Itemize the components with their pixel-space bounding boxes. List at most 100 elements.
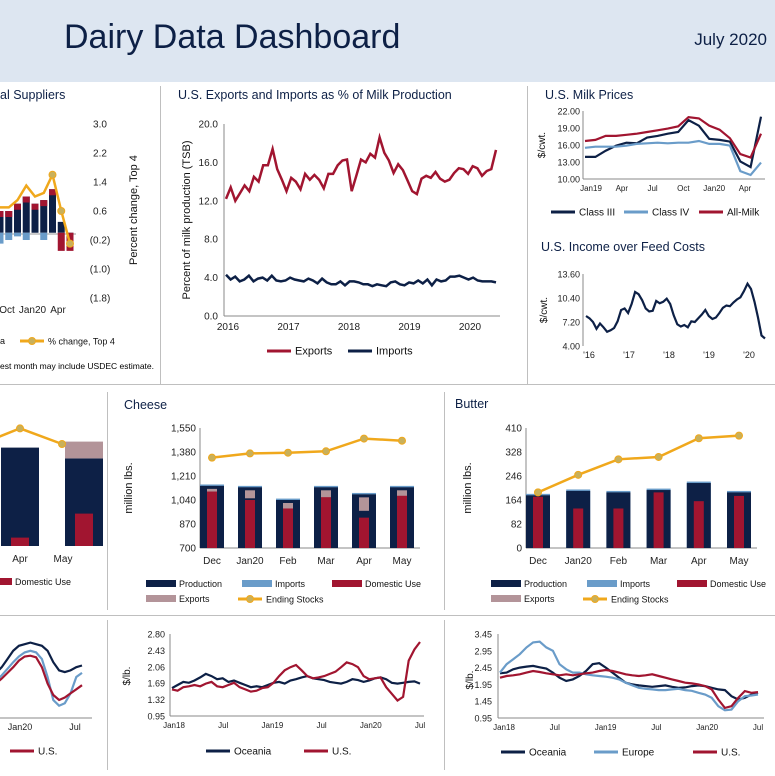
bar xyxy=(14,232,21,237)
x-tick-label: Apr xyxy=(12,554,28,565)
stocks-line xyxy=(0,427,63,446)
y-axis-label: Percent of milk production (TSB) xyxy=(181,141,193,300)
series-line xyxy=(0,170,72,244)
legend-label: Class IV xyxy=(652,208,690,219)
series-line xyxy=(584,139,762,177)
x-tick-label: Jan20 xyxy=(236,556,264,567)
y-tick-label: 7.20 xyxy=(562,318,580,328)
divider xyxy=(0,615,775,616)
y-tick-label: 164 xyxy=(505,496,522,507)
x-tick-label: Dec xyxy=(203,556,221,567)
y-tick-label: 700 xyxy=(179,544,196,555)
y-tick-label: 10.40 xyxy=(557,294,580,304)
y-axis-label: Percent change, Top 4 xyxy=(128,155,140,265)
x-tick-label: '20 xyxy=(743,350,755,360)
x-tick-label: Jan20 xyxy=(565,556,593,567)
x-tick-label: Apr xyxy=(739,184,752,193)
x-tick-label: Jul xyxy=(316,721,326,730)
data-point xyxy=(614,455,623,464)
y-tick-label: 1.69 xyxy=(147,679,165,689)
bar xyxy=(22,196,30,203)
y-tick-label: 0 xyxy=(516,544,522,555)
legend-swatch xyxy=(491,595,521,602)
legend-label: Imports xyxy=(620,579,651,589)
y-tick-label: 10.00 xyxy=(557,175,580,185)
x-tick-label: May xyxy=(393,556,412,567)
milk-prices-chart-title: U.S. Milk Prices xyxy=(545,88,634,102)
y-axis-label: $/cwt. xyxy=(537,132,548,158)
legend-label: Exports xyxy=(179,594,210,604)
y-tick-label: 2.95 xyxy=(474,646,492,656)
data-point xyxy=(398,436,406,445)
legend-swatch xyxy=(242,580,272,587)
cheese-chart: 1,550 1,380 1,210 1,040 870 700 million lbs. De… xyxy=(123,424,421,605)
y-tick-label: 20.0 xyxy=(199,120,219,131)
data-point xyxy=(322,447,330,456)
legend-marker xyxy=(246,595,254,603)
exports-bar xyxy=(283,503,293,511)
y-axis-label: million lbs. xyxy=(123,462,135,513)
x-tick-label: Jul xyxy=(651,723,661,732)
series-line xyxy=(584,116,763,159)
legend-swatch xyxy=(677,580,707,587)
domestic-use-bar xyxy=(653,492,664,548)
y-tick-label: 0.95 xyxy=(147,712,165,722)
y-tick-label: 2.06 xyxy=(147,662,165,672)
series-line xyxy=(499,668,759,710)
data-point xyxy=(58,440,66,448)
y-tick-label: 3.0 xyxy=(93,120,107,131)
bar xyxy=(11,537,29,546)
x-tick-label: '17 xyxy=(623,350,635,360)
butter-chart-title: Butter xyxy=(455,397,489,411)
x-tick-label: Jan20 xyxy=(8,722,33,732)
y-tick-label: 1.32 xyxy=(147,695,165,705)
legend-label: Ending Stocks xyxy=(266,595,324,605)
domestic-use-bar xyxy=(533,496,543,548)
dashboard-header: Dairy Data Dashboard July 2020 xyxy=(0,0,775,82)
legend-swatch xyxy=(0,578,12,585)
y-tick-label: 4.0 xyxy=(204,273,218,284)
exports-bar xyxy=(359,497,369,511)
data-point xyxy=(534,488,542,497)
y-tick-label: 2.45 xyxy=(474,663,492,673)
domestic-use-bar xyxy=(573,508,584,548)
legend-swatch xyxy=(491,580,521,587)
exports-bar xyxy=(397,490,407,499)
y-tick-label: (1.8) xyxy=(90,294,111,305)
x-tick-label: Apr xyxy=(356,556,372,567)
data-point xyxy=(246,449,254,458)
data-point xyxy=(360,434,368,443)
divider xyxy=(444,620,445,770)
x-tick-label: Dec xyxy=(529,556,547,567)
bar xyxy=(14,203,21,233)
domestic-use-bar xyxy=(734,495,744,548)
y-tick-label: 870 xyxy=(179,520,196,531)
legend-label: Production xyxy=(179,579,222,589)
bar xyxy=(40,200,48,233)
y-tick-label: 2.80 xyxy=(147,630,165,640)
legend-label: Oceania xyxy=(234,747,272,758)
legend-label: Domestic Use xyxy=(15,577,71,587)
butter-chart: 410 328 246 164 82 0 million lbs. Dec Jan20 Feb Ma… xyxy=(462,424,766,605)
x-tick-label: '18 xyxy=(663,350,675,360)
ending-stocks-line xyxy=(211,437,403,459)
bar xyxy=(49,189,56,196)
y-tick-label: 1.4 xyxy=(93,178,107,189)
divider xyxy=(444,392,445,610)
y-tick-label: 246 xyxy=(505,472,522,483)
x-tick-label: Jul xyxy=(218,721,228,730)
legend-label: U.S. xyxy=(38,747,57,758)
x-tick-label: Jan20 xyxy=(703,184,725,193)
legend-label: Imports xyxy=(376,346,413,358)
bar xyxy=(31,203,39,233)
data-point xyxy=(574,470,583,479)
y-tick-label: 19.00 xyxy=(557,124,580,134)
data-point xyxy=(694,434,703,443)
domestic-use-bar xyxy=(321,497,331,548)
ending-stocks-line xyxy=(537,434,740,494)
bar xyxy=(49,189,56,233)
x-tick-label: Jan20 xyxy=(360,721,382,730)
legend-swatch xyxy=(146,580,176,587)
